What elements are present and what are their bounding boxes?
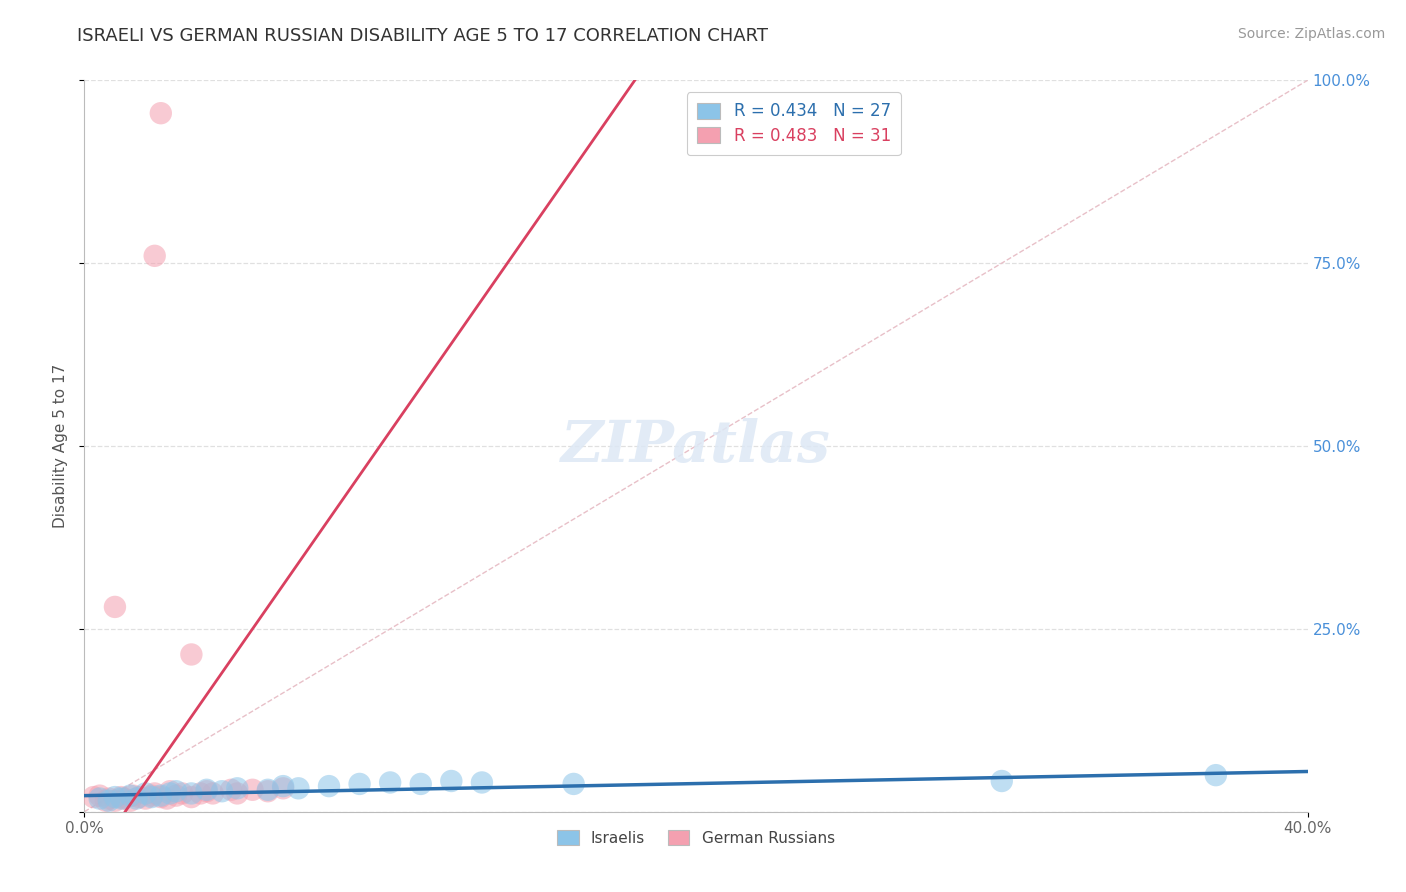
Point — [257, 782, 280, 797]
Text: Source: ZipAtlas.com: Source: ZipAtlas.com — [1237, 27, 1385, 41]
Point — [271, 779, 294, 793]
Point — [149, 789, 172, 803]
Point — [991, 774, 1014, 789]
Point — [97, 791, 120, 805]
Point — [104, 790, 127, 805]
Point — [318, 779, 340, 793]
Point — [104, 599, 127, 614]
Point — [141, 790, 163, 805]
Point — [112, 791, 135, 805]
Y-axis label: Disability Age 5 to 17: Disability Age 5 to 17 — [53, 364, 69, 528]
Point — [159, 787, 181, 801]
Point — [380, 775, 402, 789]
Point — [180, 648, 202, 662]
Point — [242, 782, 264, 797]
Point — [94, 794, 117, 808]
Point — [122, 789, 145, 803]
Point — [125, 791, 148, 805]
Point — [195, 784, 218, 798]
Point — [180, 790, 202, 805]
Point — [257, 784, 280, 798]
Point — [110, 790, 132, 805]
Point — [143, 249, 166, 263]
Point — [165, 784, 187, 798]
Point — [83, 790, 105, 805]
Point — [143, 787, 166, 801]
Point — [409, 777, 432, 791]
Point — [562, 777, 585, 791]
Point — [149, 790, 172, 805]
Point — [190, 787, 212, 801]
Point — [156, 791, 179, 805]
Point — [104, 794, 127, 808]
Point — [219, 782, 242, 797]
Point — [89, 789, 111, 803]
Point — [211, 784, 233, 798]
Point — [128, 790, 150, 805]
Point — [135, 787, 157, 801]
Point — [349, 777, 371, 791]
Point — [226, 787, 249, 801]
Point — [159, 784, 181, 798]
Point — [195, 782, 218, 797]
Point — [149, 106, 172, 120]
Point — [120, 794, 142, 808]
Point — [172, 787, 194, 801]
Point — [180, 787, 202, 801]
Point — [471, 775, 494, 789]
Point — [440, 774, 463, 789]
Point — [135, 791, 157, 805]
Point — [120, 789, 142, 803]
Point — [271, 781, 294, 796]
Point — [141, 789, 163, 803]
Point — [89, 791, 111, 805]
Point — [201, 787, 224, 801]
Text: ISRAELI VS GERMAN RUSSIAN DISABILITY AGE 5 TO 17 CORRELATION CHART: ISRAELI VS GERMAN RUSSIAN DISABILITY AGE… — [77, 27, 768, 45]
Point — [110, 791, 132, 805]
Point — [226, 781, 249, 796]
Point — [165, 789, 187, 803]
Point — [97, 794, 120, 808]
Text: ZIPatlas: ZIPatlas — [561, 417, 831, 475]
Point — [1205, 768, 1227, 782]
Point — [287, 781, 309, 796]
Legend: Israelis, German Russians: Israelis, German Russians — [551, 824, 841, 852]
